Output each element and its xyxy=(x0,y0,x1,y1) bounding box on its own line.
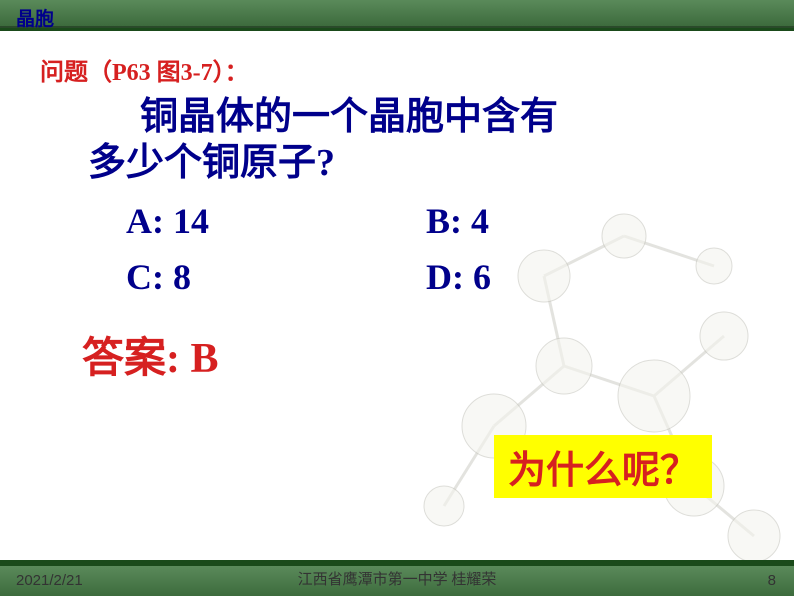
question-line2: 多少个铜原子? xyxy=(88,141,754,187)
footer-date: 2021/2/21 xyxy=(16,572,83,589)
option-row-1: A: 14 B: 4 xyxy=(126,200,754,242)
option-d: D: 6 xyxy=(426,256,726,298)
prompt-colon: ： xyxy=(225,60,249,86)
footer: 2021/2/21 江西省鹰潭市第一中学 桂耀荣 8 xyxy=(0,556,794,596)
header-background xyxy=(0,0,794,28)
footer-page-number: 8 xyxy=(768,572,776,589)
footer-school: 江西省鹰潭市第一中学 桂耀荣 xyxy=(298,568,497,589)
option-b: B: 4 xyxy=(426,200,726,242)
option-c: C: 8 xyxy=(126,256,426,298)
question-line1: 铜晶体的一个晶胞中含有 xyxy=(140,96,558,138)
why-highlight: 为什么呢？ xyxy=(494,435,712,498)
slide-container: 晶胞 问题（P63 图3-7）： 铜晶体的一个晶胞中含有 多少个铜原子? A: … xyxy=(0,0,794,596)
question-text: 铜晶体的一个晶胞中含有 多少个铜原子? xyxy=(100,95,754,186)
answer-label: 答案: xyxy=(82,336,180,382)
header: 晶胞 xyxy=(0,0,794,38)
answer-text: 答案: B xyxy=(82,324,754,385)
prompt-reference: （P63 图3-7） xyxy=(88,60,225,86)
prompt-label: 问题 xyxy=(40,60,88,86)
options-grid: A: 14 B: 4 C: 8 D: 6 xyxy=(126,200,754,298)
content-area: 问题（P63 图3-7）： 铜晶体的一个晶胞中含有 多少个铜原子? A: 14 … xyxy=(0,38,794,540)
answer-value: B xyxy=(191,336,219,382)
option-a: A: 14 xyxy=(126,200,426,242)
option-row-2: C: 8 D: 6 xyxy=(126,256,754,298)
prompt-line: 问题（P63 图3-7）： xyxy=(40,52,754,87)
slide-title: 晶胞 xyxy=(16,4,54,31)
header-stripe xyxy=(0,28,794,31)
